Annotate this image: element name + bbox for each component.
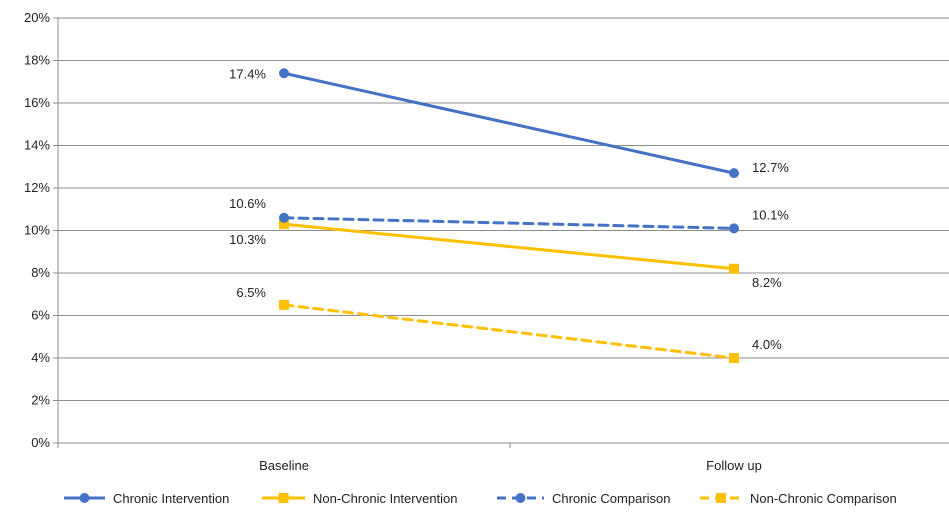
- gridlines: [58, 17, 949, 401]
- series-line: [282, 71, 736, 175]
- legend-marker: [79, 493, 90, 503]
- legend-label: Chronic Comparison: [552, 491, 671, 506]
- y-tick-label: 12%: [24, 180, 50, 195]
- y-tick-label: 16%: [24, 95, 50, 110]
- series-line: [282, 303, 736, 360]
- data-label: 8.2%: [752, 275, 782, 290]
- legend-marker: [278, 493, 289, 503]
- data-point: [279, 68, 289, 79]
- axes: 0% 2% 4% 6% 8% 10% 12% 14% 16% 18% 20% Baseline Foll…: [24, 10, 949, 473]
- data-point: [729, 353, 739, 363]
- y-tick-label: 2%: [31, 393, 50, 408]
- y-tick-label: 14%: [24, 138, 50, 153]
- data-point: [279, 219, 289, 230]
- legend-marker: [515, 493, 526, 503]
- data-label: 6.5%: [236, 285, 266, 300]
- data-label: 10.6%: [229, 196, 266, 211]
- data-point: [729, 168, 739, 179]
- series-line: [282, 216, 736, 230]
- data-label: 17.4%: [229, 66, 266, 81]
- x-tick-label: Baseline: [259, 458, 309, 473]
- series-line: [282, 222, 736, 271]
- y-tick-label: 8%: [31, 265, 50, 280]
- x-tick-label: Follow up: [706, 458, 762, 473]
- y-tick-label: 10%: [24, 223, 50, 238]
- legend: Chronic Intervention Non-Chronic Interven…: [64, 491, 897, 506]
- series-lines: [279, 68, 739, 363]
- y-tick-label: 20%: [24, 10, 50, 25]
- data-point: [279, 299, 289, 310]
- legend-label: Non-Chronic Comparison: [750, 491, 897, 506]
- legend-label: Non-Chronic Intervention: [313, 491, 458, 506]
- y-tick-label: 6%: [31, 308, 50, 323]
- data-label: 12.7%: [752, 160, 789, 175]
- data-point: [279, 212, 289, 223]
- y-tick-label: 0%: [31, 435, 50, 450]
- data-labels: 17.4% 12.7% 10.3% 8.2% 10.6% 10.1% 6.5% 4.0%: [229, 66, 789, 352]
- y-tick-label: 18%: [24, 53, 50, 68]
- legend-marker: [716, 493, 726, 503]
- data-label: 10.1%: [752, 207, 789, 222]
- legend-label: Chronic Intervention: [113, 491, 229, 506]
- data-point: [729, 223, 739, 234]
- data-point: [729, 263, 739, 274]
- data-label: 10.3%: [229, 232, 266, 247]
- data-label: 4.0%: [752, 337, 782, 352]
- y-tick-label: 4%: [31, 350, 50, 365]
